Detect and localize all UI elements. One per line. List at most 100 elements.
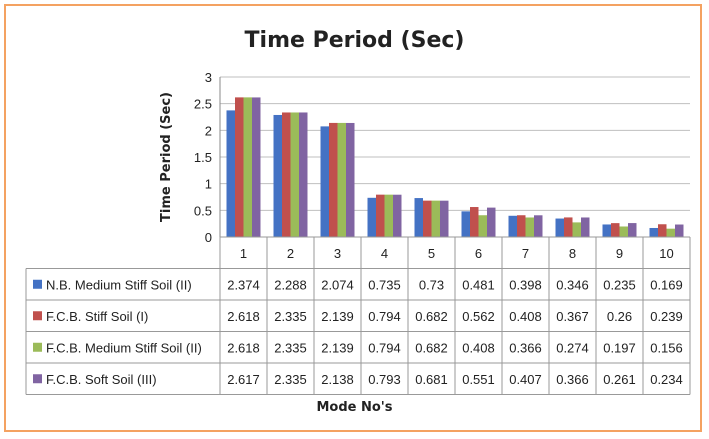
bar: [675, 224, 684, 237]
x-axis-label: Mode No's: [316, 400, 393, 415]
data-label: 2.374: [227, 277, 260, 292]
bar: [487, 207, 496, 237]
data-label: 0.366: [509, 340, 542, 355]
y-tick-label: 0.5: [194, 203, 212, 218]
bar: [393, 194, 402, 237]
data-label: 0.408: [462, 340, 495, 355]
bar: [517, 215, 526, 237]
y-tick-label: 2.5: [194, 97, 212, 112]
x-tick-label: 8: [569, 246, 576, 261]
y-tick-label: 1.5: [194, 150, 212, 165]
bar: [619, 226, 628, 237]
x-tick-label: 3: [334, 246, 341, 261]
data-label: 0.234: [650, 372, 683, 387]
bar: [252, 97, 261, 237]
data-label: 2.288: [274, 277, 307, 292]
data-label: 2.335: [274, 309, 307, 324]
bar: [273, 114, 282, 237]
bar: [525, 217, 534, 237]
data-label: 0.682: [415, 309, 448, 324]
bar: [384, 194, 393, 237]
data-label: 0.346: [556, 277, 589, 292]
data-label: 0.562: [462, 309, 495, 324]
legend-label: F.C.B. Medium Stiff Soil (II): [46, 340, 202, 355]
bar: [282, 112, 291, 237]
x-tick-label: 10: [659, 246, 673, 261]
data-label: 0.794: [368, 309, 401, 324]
x-tick-label: 6: [475, 246, 482, 261]
bar: [367, 197, 376, 237]
x-tick-label: 5: [428, 246, 435, 261]
bar: [346, 122, 355, 237]
y-axis-label: Time Period (Sec): [159, 92, 174, 222]
bar: [243, 97, 252, 237]
bar: [611, 223, 620, 237]
data-label: 0.366: [556, 372, 589, 387]
data-label: 2.618: [227, 309, 260, 324]
bar: [534, 215, 543, 237]
legend-label: F.C.B. Soft Soil (III): [46, 372, 157, 387]
y-tick-label: 1: [205, 177, 212, 192]
x-tick-label: 7: [522, 246, 529, 261]
x-tick-label: 1: [240, 246, 247, 261]
data-label: 2.138: [321, 372, 354, 387]
y-tick-label: 3: [205, 70, 212, 85]
bar: [226, 110, 235, 237]
bar: [628, 223, 637, 237]
bar: [423, 200, 432, 237]
bar: [649, 227, 658, 237]
data-label: 0.169: [650, 277, 683, 292]
data-label: 0.551: [462, 372, 495, 387]
bar: [658, 224, 667, 237]
data-label: 0.235: [603, 277, 636, 292]
bar: [564, 217, 573, 237]
data-label: 0.398: [509, 277, 542, 292]
data-label: 0.682: [415, 340, 448, 355]
legend-swatch: [33, 374, 42, 384]
data-label: 0.261: [603, 372, 636, 387]
bar: [440, 200, 449, 237]
data-label: 0.197: [603, 340, 636, 355]
bar: [299, 112, 308, 237]
legend-swatch: [33, 342, 42, 352]
data-label: 0.274: [556, 340, 589, 355]
data-label: 2.335: [274, 340, 307, 355]
data-label: 0.408: [509, 309, 542, 324]
data-label: 0.156: [650, 340, 683, 355]
data-label: 0.735: [368, 277, 401, 292]
bar: [376, 194, 385, 237]
data-label: 2.074: [321, 277, 354, 292]
data-label: 0.794: [368, 340, 401, 355]
data-label: 0.26: [607, 309, 632, 324]
bar: [602, 224, 611, 237]
data-label: 0.793: [368, 372, 401, 387]
bar: [581, 217, 590, 237]
bar: [666, 228, 675, 237]
data-label: 2.617: [227, 372, 260, 387]
bar: [329, 122, 338, 237]
bar: [470, 207, 479, 237]
x-tick-label: 9: [616, 246, 623, 261]
data-label: 2.618: [227, 340, 260, 355]
data-label: 0.681: [415, 372, 448, 387]
chart-title: Time Period (Sec): [244, 28, 465, 53]
legend-label: F.C.B. Stiff Soil (I): [46, 309, 148, 324]
data-label: 2.139: [321, 340, 354, 355]
x-tick-label: 2: [287, 246, 294, 261]
bar: [235, 97, 244, 237]
bar: [478, 215, 487, 237]
data-label: 0.407: [509, 372, 542, 387]
x-tick-label: 4: [381, 246, 388, 261]
legend-label: N.B. Medium Stiff Soil (II): [46, 277, 192, 292]
bar: [320, 126, 329, 237]
bar: [508, 215, 517, 237]
bar: [337, 122, 346, 237]
y-tick-label: 2: [205, 123, 212, 138]
bar: [290, 112, 299, 237]
data-label: 0.239: [650, 309, 683, 324]
bar: [572, 222, 581, 237]
bar: [555, 218, 564, 237]
legend-swatch: [33, 279, 42, 289]
y-tick-label: 0: [205, 230, 212, 245]
